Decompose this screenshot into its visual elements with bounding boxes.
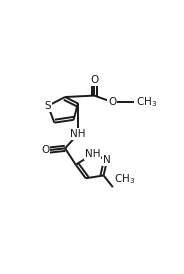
Text: CH$_3$: CH$_3$ — [136, 95, 157, 109]
Text: NH: NH — [85, 149, 101, 159]
Text: O: O — [108, 97, 116, 107]
Text: O: O — [90, 75, 98, 85]
Text: O: O — [41, 145, 49, 155]
Text: S: S — [45, 101, 51, 111]
Text: N: N — [103, 155, 111, 165]
Text: CH$_3$: CH$_3$ — [114, 172, 135, 186]
Text: NH: NH — [70, 129, 86, 139]
